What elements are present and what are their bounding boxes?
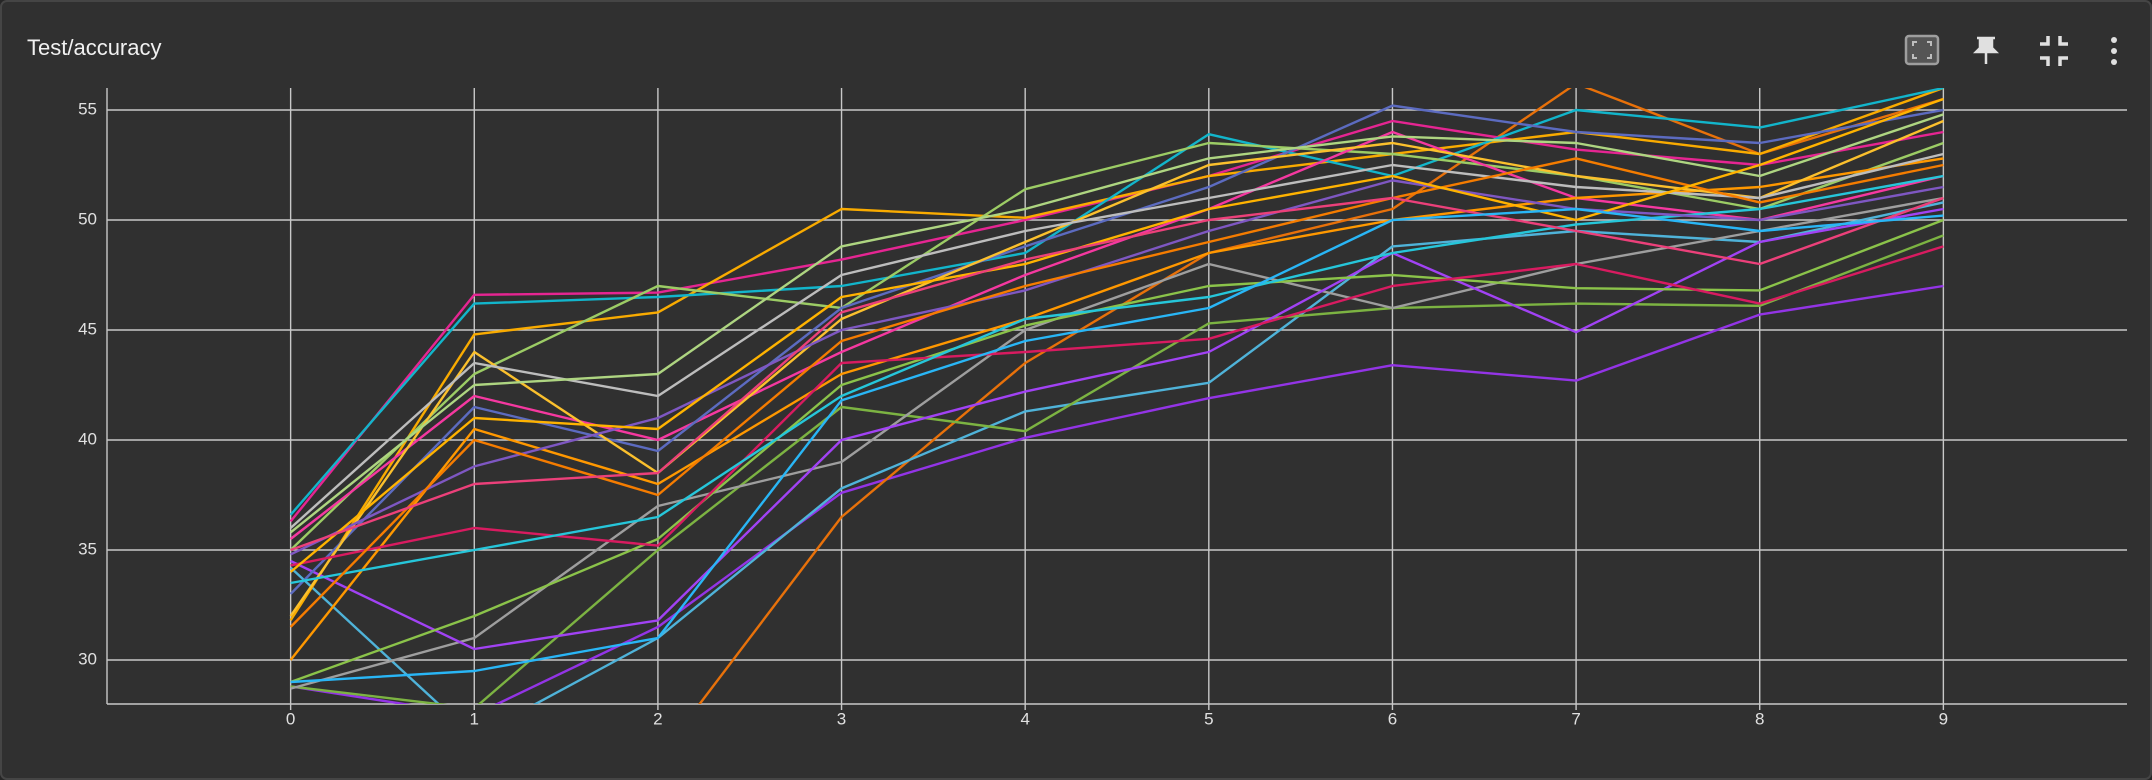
series-line [290, 207, 1944, 651]
series-line [289, 97, 1944, 573]
series-line [290, 234, 1944, 704]
x-tick-label: 7 [1571, 709, 1580, 728]
series-line [289, 88, 1944, 516]
series-line [289, 130, 1944, 540]
fit-domain-button[interactable] [1904, 34, 1940, 66]
y-tick-label: 35 [78, 539, 97, 558]
series-line [289, 201, 1944, 704]
series-line [289, 88, 1944, 622]
series-line [290, 218, 1944, 684]
y-tick-label: 30 [78, 649, 97, 668]
x-tick-label: 0 [286, 709, 295, 728]
series-line [289, 104, 1944, 595]
toolbar [1904, 34, 2117, 66]
y-tick-label: 40 [78, 429, 97, 448]
series-line [289, 119, 1944, 617]
more-menu-button[interactable] [2111, 37, 2117, 65]
x-tick-label: 4 [1020, 709, 1029, 728]
y-tick-label: 50 [78, 209, 97, 228]
x-tick-label: 5 [1204, 709, 1213, 728]
x-tick-label: 9 [1939, 709, 1948, 728]
series-line [290, 245, 1944, 567]
y-tick-label: 45 [78, 319, 97, 338]
series-line [290, 207, 1944, 684]
chart-title: Test/accuracy [27, 35, 162, 60]
series-line [290, 179, 1944, 556]
y-tick-label: 55 [78, 99, 97, 118]
x-tick-label: 6 [1388, 709, 1397, 728]
x-tick-label: 2 [653, 709, 662, 728]
series-line [290, 196, 1944, 552]
series-line [290, 284, 1944, 704]
series-line [289, 113, 1944, 534]
x-tick-label: 1 [470, 709, 479, 728]
x-tick-label: 3 [837, 709, 846, 728]
series-line [289, 157, 1944, 628]
series-line [290, 174, 1944, 585]
collapse-button[interactable] [2040, 36, 2068, 66]
x-tick-label: 8 [1755, 709, 1764, 728]
pin-button[interactable] [1972, 36, 2000, 64]
